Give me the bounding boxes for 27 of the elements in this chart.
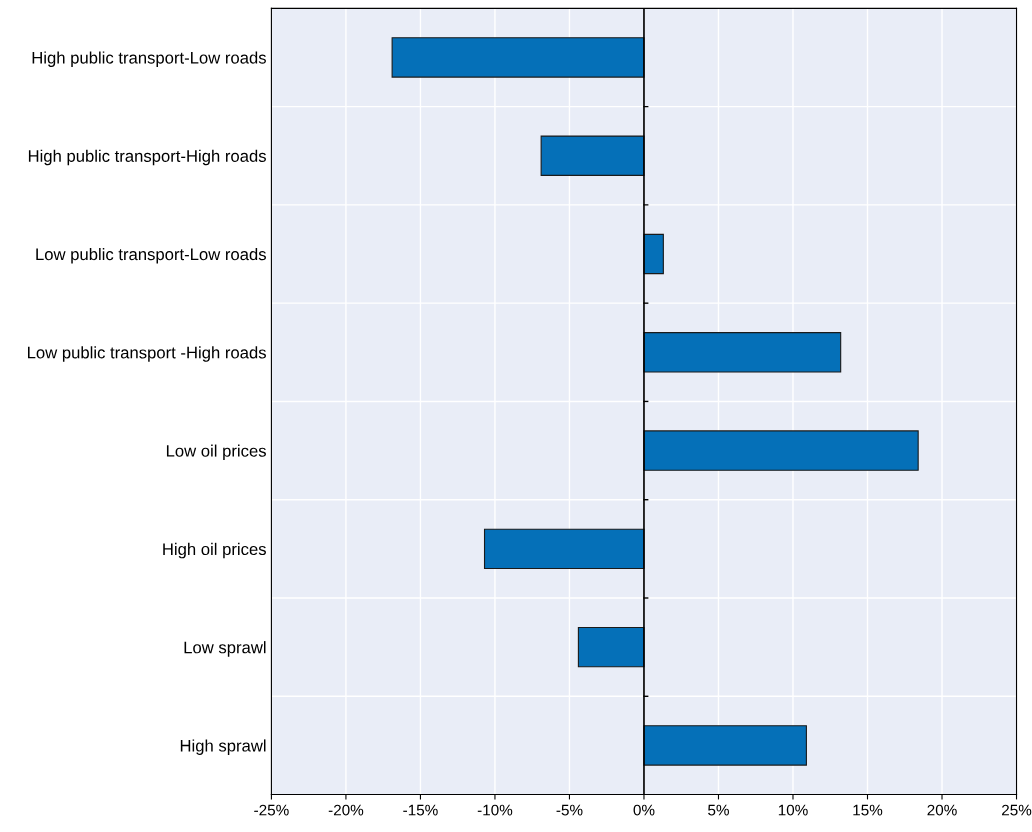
x-tick-label: -10% — [477, 804, 513, 816]
y-tick-label: High sprawl — [180, 739, 266, 755]
x-tick-label: -5% — [556, 804, 583, 816]
y-tick-label: High public transport-High roads — [28, 149, 266, 166]
bar — [643, 725, 807, 766]
bar — [483, 528, 645, 570]
bar — [540, 135, 645, 176]
x-tick-label: 0% — [633, 804, 655, 816]
x-tick-label: 25% — [1002, 804, 1032, 816]
y-tick-label: Low public transport -High roads — [28, 346, 266, 362]
bar — [643, 430, 919, 471]
y-tick-label: Low public transport-Low roads — [36, 247, 266, 264]
bar — [577, 626, 645, 668]
x-tick-label: 10% — [778, 804, 808, 816]
y-tick-label: High oil prices — [163, 542, 266, 559]
x-tick-label: 15% — [853, 804, 883, 816]
x-tick-label: 5% — [708, 804, 729, 816]
x-tick-label: -25% — [254, 804, 289, 816]
y-tick-label: High public transport-Low roads — [32, 51, 266, 67]
x-tick-label: -20% — [328, 804, 364, 816]
x-tick-label: 20% — [927, 804, 957, 816]
bar — [391, 37, 645, 78]
bar — [643, 332, 842, 373]
y-tick-label: Low sprawl — [184, 641, 266, 657]
x-tick-label: -15% — [403, 804, 438, 816]
bar — [643, 233, 664, 275]
y-tick-label: Low oil prices — [166, 444, 266, 461]
